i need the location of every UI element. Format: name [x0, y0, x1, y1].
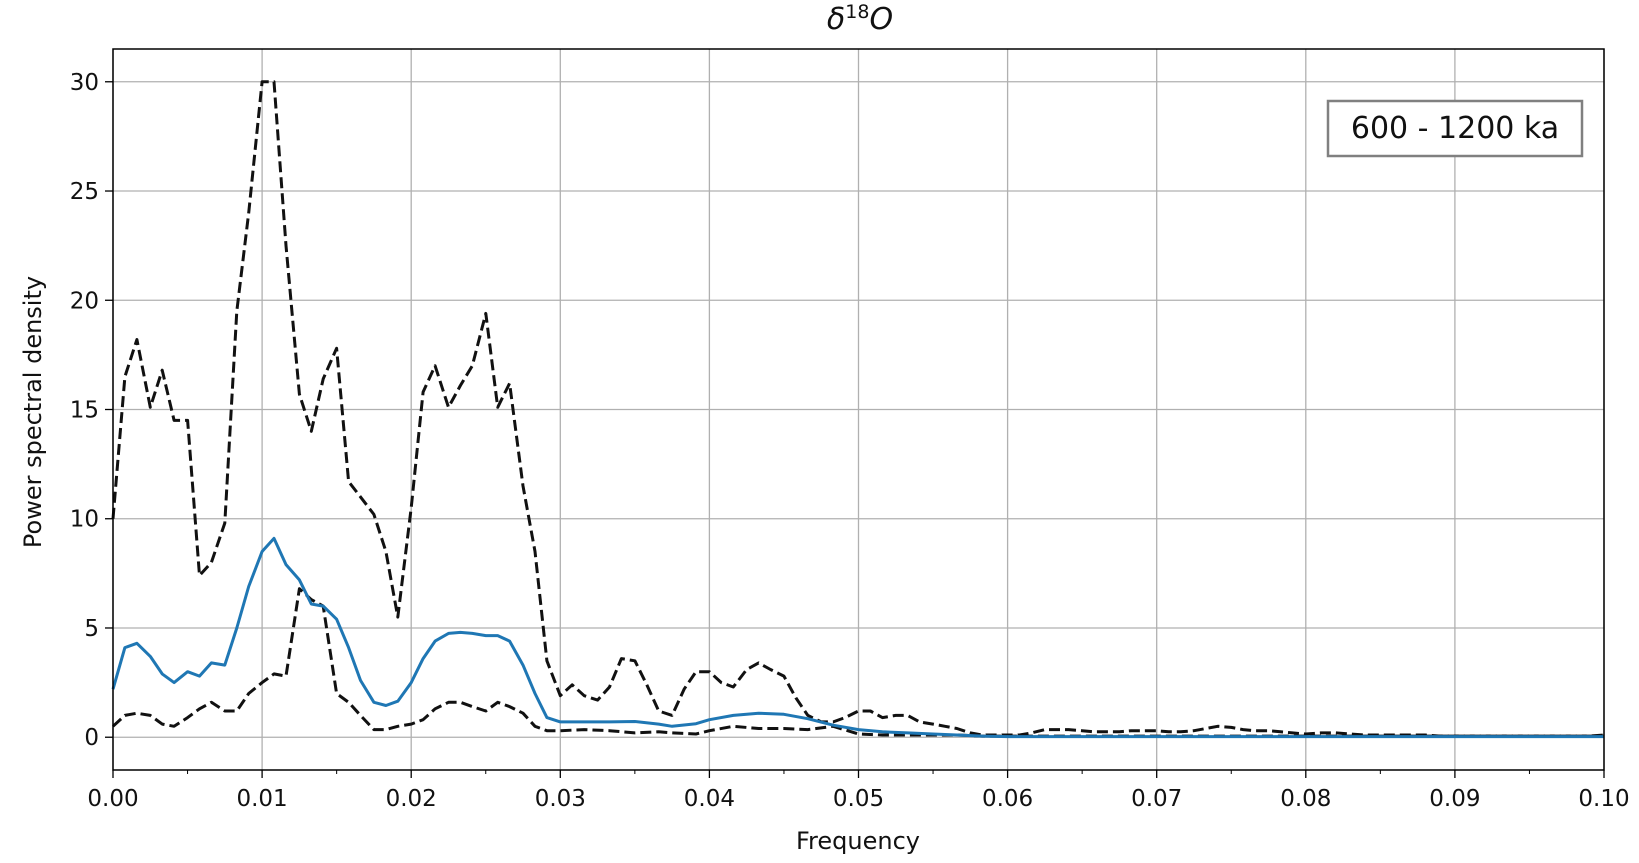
x-tick-label: 0.03 — [535, 786, 586, 812]
y-tick-label: 15 — [70, 398, 99, 424]
annotation-text: 600 - 1200 ka — [1351, 111, 1559, 146]
y-tick-label: 0 — [84, 725, 99, 751]
y-tick-label: 25 — [70, 179, 99, 205]
y-axis-label: Power spectral density — [19, 276, 47, 548]
grid — [112, 49, 1605, 770]
series-group — [111, 80, 1605, 739]
x-tick-label: 0.00 — [87, 786, 138, 812]
x-tick-label: 0.09 — [1429, 786, 1480, 812]
x-tick-label: 0.02 — [386, 786, 437, 812]
x-tick-label: 0.06 — [982, 786, 1033, 812]
annotation-box: 600 - 1200 ka — [1326, 99, 1584, 158]
ticks: 0.00 0.01 0.02 0.03 0.04 0.05 0.06 0.07 0.08 0.09… — [70, 70, 1630, 812]
annotation-frame — [1326, 99, 1584, 158]
x-tick-label: 0.04 — [684, 786, 735, 812]
series-line-upper — [111, 80, 1605, 738]
x-tick-label: 0.10 — [1578, 786, 1629, 812]
chart-title: δ18O — [827, 1, 893, 37]
y-tick-label: 10 — [70, 507, 99, 533]
y-tick-label: 30 — [70, 70, 99, 96]
x-tick-label: 0.05 — [833, 786, 884, 812]
series-line-estimate — [111, 536, 1604, 739]
x-tick-label: 0.07 — [1131, 786, 1182, 812]
x-axis-label: Frequency — [796, 827, 920, 855]
y-tick-label: 20 — [70, 288, 99, 314]
y-tick-label: 5 — [84, 616, 99, 642]
x-tick-label: 0.01 — [236, 786, 287, 812]
x-tick-label: 0.08 — [1280, 786, 1331, 812]
